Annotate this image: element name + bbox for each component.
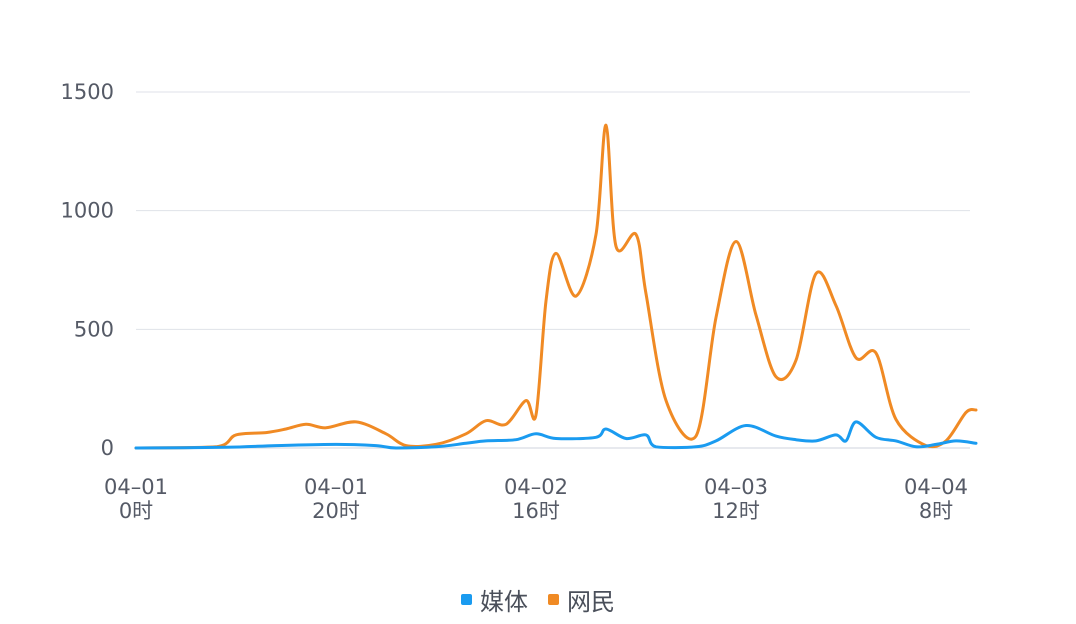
x-tick-date: 04–01 [104,475,168,499]
legend: 媒体 网民 [0,582,1076,617]
series-lines [134,123,978,450]
x-tick-date: 04–04 [904,475,968,499]
y-axis-ticks: 0 500 1000 1500 [61,80,114,460]
legend-item-media[interactable]: 媒体 [461,582,528,617]
x-tick-hour: 0时 [119,499,153,523]
grid-lines [136,91,970,449]
y-tick-label: 0 [101,436,114,460]
series-line-netizen [134,123,978,450]
legend-swatch-netizen [548,594,559,605]
x-tick-hour: 12时 [712,499,760,523]
x-tick-date: 04–03 [704,475,768,499]
series-line-media [134,420,978,450]
x-tick-hour: 16时 [512,499,560,523]
legend-swatch-media [461,594,472,605]
x-tick-date: 04–01 [304,475,368,499]
y-tick-label: 500 [74,317,114,341]
legend-item-netizen[interactable]: 网民 [548,582,615,617]
y-tick-label: 1000 [61,199,114,223]
x-tick-hour: 20时 [312,499,360,523]
x-tick-date: 04–02 [504,475,568,499]
y-tick-label: 1500 [61,80,114,104]
legend-label-media: 媒体 [480,588,528,616]
legend-label-netizen: 网民 [567,588,615,616]
x-tick-hour: 8时 [919,499,953,523]
